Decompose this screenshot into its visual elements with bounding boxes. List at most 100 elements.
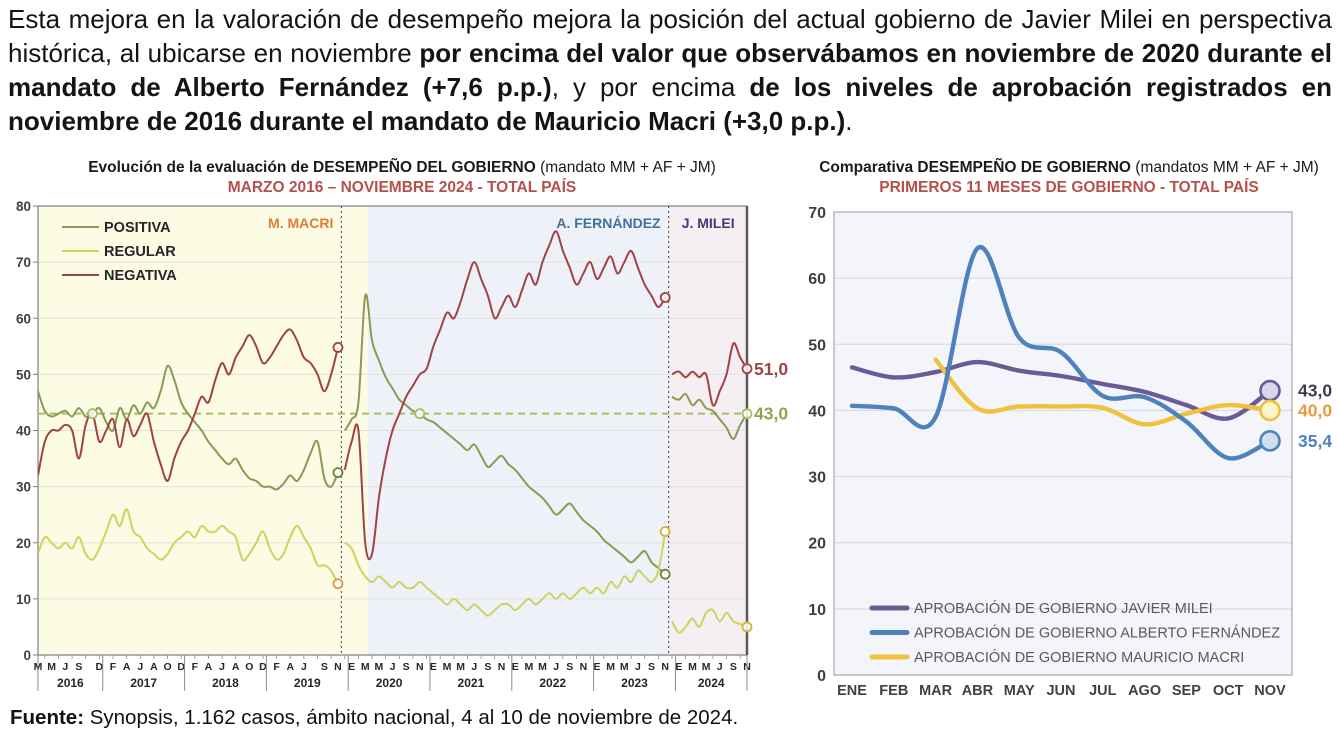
x-axis-month-label: D <box>259 661 267 673</box>
x-axis-month-label: M <box>702 661 711 673</box>
data-point-marker <box>659 526 671 537</box>
y-axis-tick-label: 0 <box>23 648 31 663</box>
evolution-chart: Evolución de la evaluación de DESEMPEÑO … <box>2 158 802 710</box>
x-axis-month-label: S <box>403 661 410 673</box>
series-line-1 <box>849 244 1273 461</box>
y-axis-tick-label: 70 <box>808 205 826 222</box>
y-axis-tick-label: 0 <box>817 668 826 685</box>
end-point-marker <box>1259 430 1281 452</box>
x-axis-month-label: M <box>361 661 370 673</box>
x-axis-month-label: ENE <box>837 683 867 699</box>
x-axis-month-label: S <box>484 661 491 673</box>
x-axis-month-label: J <box>62 661 68 673</box>
x-axis-month-label: A <box>150 661 158 673</box>
x-axis-month-label: M <box>47 661 56 673</box>
x-axis-month-label: A <box>286 661 294 673</box>
y-axis-tick-label: 10 <box>16 592 31 607</box>
legend-label: POSITIVA <box>104 220 171 236</box>
end-point-marker <box>1259 399 1281 422</box>
mandate-label: M. MACRI <box>268 215 333 231</box>
x-axis-month-label: M <box>456 661 465 673</box>
x-axis-month-label: J <box>635 661 641 673</box>
data-point-marker <box>741 363 753 375</box>
intro-segment-1: Esta mejora en la valoración de desempeñ… <box>8 4 1332 68</box>
x-axis-month-label: M <box>374 661 383 673</box>
plot-background <box>834 212 1292 675</box>
x-axis-year-label: 2021 <box>458 676 485 690</box>
intro-segment-2-bold: por encima del valor que observábamos en… <box>8 38 1333 102</box>
series-regular-line <box>344 531 667 617</box>
plot-border <box>833 211 1293 676</box>
x-axis-month-label: J <box>301 661 307 673</box>
comparative-chart-title-suffix: (mandatos MM + AF + JM) <box>1131 159 1319 176</box>
x-axis-month-label: S <box>566 661 573 673</box>
comparative-chart-title-main: Comparativa DESEMPEÑO DE GOBIERNO <box>819 159 1131 176</box>
x-axis-month-label: J <box>137 661 143 673</box>
x-axis-month-label: F <box>110 661 117 673</box>
comparative-chart-canvas: 43,040,0 35,4 APROBACIÓN DE GOBIERNO JAVIE… <box>808 205 1332 699</box>
x-axis-year-label: 2020 <box>376 676 403 690</box>
y-axis-tick-label: 30 <box>808 470 826 487</box>
y-axis-tick-label: 50 <box>16 367 31 382</box>
y-axis-tick-label: 20 <box>16 536 31 551</box>
x-axis-month-label: J <box>471 661 477 673</box>
source-note-label: Fuente: <box>10 706 85 729</box>
series-line-2 <box>933 357 1273 427</box>
x-axis-month-label: S <box>75 661 82 673</box>
y-axis-tick-label: 20 <box>808 536 826 553</box>
data-point-marker <box>332 467 344 478</box>
evolution-chart-title-suffix: (mandato MM + AF + JM) <box>535 159 716 176</box>
x-axis-year-label: 2022 <box>539 676 566 690</box>
x-axis-month-label: MAY <box>1004 683 1035 699</box>
y-axis-tick-label: 60 <box>808 271 826 288</box>
x-axis-month-label: M <box>606 661 615 673</box>
x-axis-month-label: E <box>348 661 355 673</box>
y-axis-tick-label: 10 <box>808 602 826 619</box>
x-axis-month-label: M <box>688 661 697 673</box>
intro-paragraph: Esta mejora en la valoración de desempeñ… <box>8 2 1332 138</box>
x-axis-month-label: FEB <box>879 683 908 699</box>
y-axis-tick-label: 60 <box>16 311 31 326</box>
data-point-marker <box>332 342 344 353</box>
x-axis-month-label: N <box>580 661 588 673</box>
series-positiva-line <box>343 293 666 575</box>
x-axis-month-label: N <box>498 661 506 673</box>
comparative-chart-subtitle: PRIMEROS 11 MESES DE GOBIERNO - TOTAL PA… <box>879 179 1259 196</box>
x-axis-month-label: AGO <box>1128 683 1161 699</box>
x-axis-month-label: A <box>123 661 131 673</box>
y-axis-tick-label: 70 <box>16 255 31 270</box>
x-axis-month-label: D <box>96 661 104 673</box>
source-note-text: Synopsis, 1.162 casos, ámbito nacional, … <box>84 706 739 729</box>
data-point-marker <box>332 578 344 590</box>
x-axis-month-label: J <box>390 661 396 673</box>
x-axis-month-label: M <box>620 661 629 673</box>
intro-segment-5: . <box>845 106 853 136</box>
x-axis-month-label: A <box>232 661 240 673</box>
data-point-marker <box>87 408 98 420</box>
series-negativa-line <box>38 328 339 482</box>
evolution-chart-subtitle: MARZO 2016 – NOVIEMBRE 2024 - TOTAL PAÍS <box>227 179 577 196</box>
x-axis-month-label: S <box>730 661 737 673</box>
source-note: Fuente: Synopsis, 1.162 casos, ámbito na… <box>10 706 738 730</box>
x-axis-year-label: 2016 <box>57 676 84 690</box>
x-axis-month-label: S <box>648 661 655 673</box>
comparative-chart: Comparativa DESEMPEÑO DE GOBIERNO (manda… <box>800 158 1338 710</box>
x-axis-month-label: SEP <box>1172 683 1201 699</box>
x-axis-month-label: M <box>524 661 533 673</box>
y-axis-tick-label: 40 <box>808 403 826 420</box>
data-point-marker <box>741 408 753 420</box>
series-regular-line <box>671 608 747 634</box>
legend-label: REGULAR <box>104 244 176 260</box>
intro-segment-3: , y por encima <box>551 72 750 102</box>
mandate-label: A. FERNÁNDEZ <box>556 215 661 231</box>
end-value-label: 40,0 <box>1298 400 1332 420</box>
x-axis-month-label: O <box>245 661 253 673</box>
intro-segment-4-bold: de los niveles de aprobación registrados… <box>8 72 1333 136</box>
x-axis-month-label: J <box>717 661 723 673</box>
data-point-marker <box>659 568 671 580</box>
x-axis-year-label: 2018 <box>212 676 239 690</box>
x-axis-month-label: NOV <box>1254 683 1286 699</box>
x-axis-month-label: J <box>219 661 225 673</box>
x-axis-month-label: N <box>334 661 342 673</box>
